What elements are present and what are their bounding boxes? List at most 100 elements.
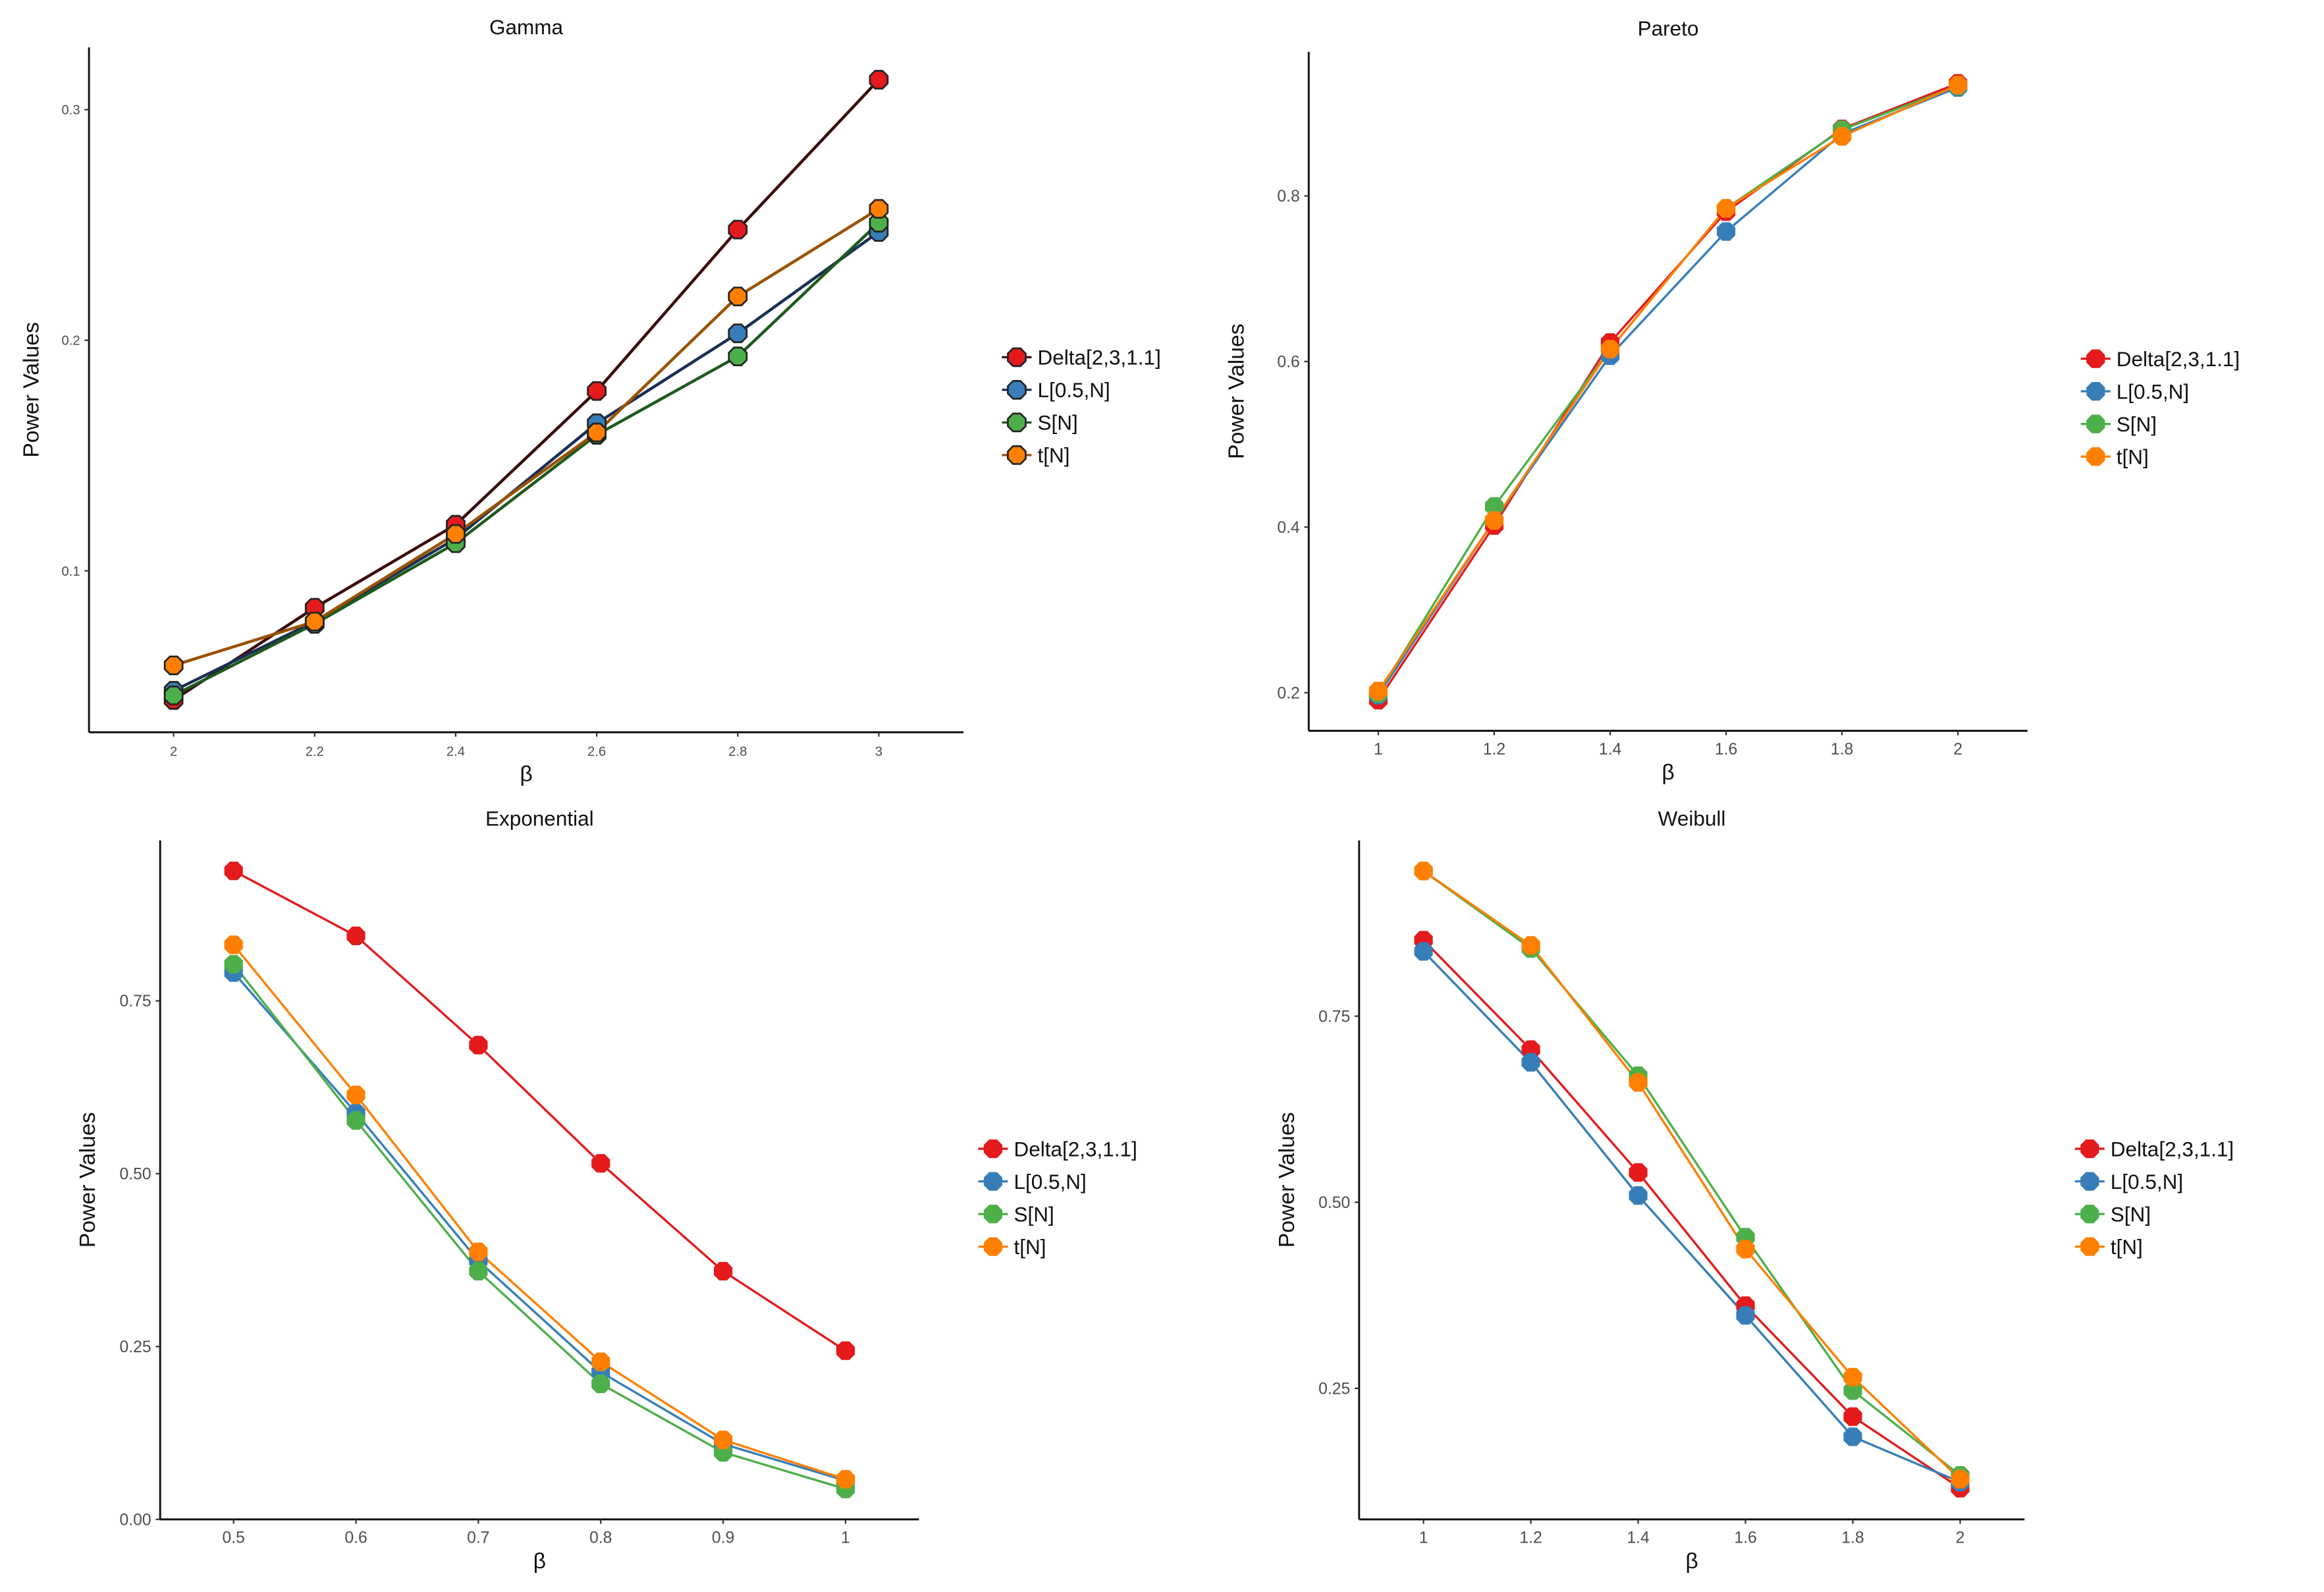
data-point (224, 954, 243, 974)
data-point (591, 1154, 610, 1173)
series-line (232, 869, 846, 1352)
data-point (224, 862, 243, 881)
x-tick-label: 1 (1419, 1529, 1428, 1547)
data-point (869, 213, 889, 233)
y-tick-label: 0.25 (1318, 1380, 1350, 1398)
data-point (728, 346, 748, 366)
series-line (1422, 869, 1961, 1480)
y-tick-label: 0.75 (120, 993, 151, 1010)
series-t[N] (173, 207, 880, 667)
legend-label: S[N] (2111, 1202, 2151, 1226)
data-point (163, 685, 184, 705)
x-tick-label: 1 (841, 1529, 850, 1547)
data-point (1833, 126, 1852, 146)
legend-key-marker (2080, 1172, 2099, 1191)
x-axis-label: β (1662, 760, 1674, 785)
series-S[N] (1377, 84, 1959, 694)
data-point (1414, 862, 1433, 881)
series-line (173, 207, 880, 667)
legend-label: t[N] (2117, 445, 2149, 468)
legend: Delta[2,3,1.1] L[0.5,N] S[N] t[N] (2080, 347, 2240, 468)
legend-label: t[N] (2111, 1235, 2143, 1259)
data-point (346, 1085, 365, 1105)
x-tick-label: 1.6 (1715, 740, 1737, 758)
x-tick-label: 3 (875, 745, 882, 759)
data-point (836, 1341, 855, 1360)
x-tick-label: 1.8 (1841, 1529, 1864, 1547)
legend-key-marker (2080, 1237, 2099, 1256)
x-tick-label: 1.4 (1627, 1529, 1650, 1547)
series-Delta[2,3,1.1] (1422, 939, 1961, 1489)
x-tick-label: 0.5 (222, 1529, 244, 1547)
legend-key-marker (2080, 1205, 2099, 1224)
data-point (587, 381, 607, 401)
data-point (728, 287, 748, 306)
x-tick-label: 1.2 (1519, 1529, 1542, 1547)
y-axis-label: Power Values (1274, 1112, 1299, 1248)
series-line (173, 221, 880, 697)
legend-key-marker (2086, 447, 2105, 466)
series-t[N] (232, 944, 846, 1481)
data-point (1736, 1305, 1755, 1325)
data-point (1843, 1367, 1862, 1386)
y-tick-label: 0.2 (1277, 684, 1299, 702)
legend-label: Delta[2,3,1.1] (2117, 347, 2240, 371)
series-markers-Delta[2,3,1.1] (1368, 74, 1968, 710)
x-tick-label: 2.2 (306, 745, 324, 759)
x-tick-label: 2 (1956, 1529, 1965, 1547)
x-tick-label: 1.4 (1599, 740, 1622, 758)
legend-key-marker (1007, 445, 1027, 465)
series-markers-Delta[2,3,1.1] (163, 70, 889, 710)
series-L[0.5,N] (173, 231, 880, 692)
data-point (469, 1035, 488, 1055)
series-line (173, 78, 880, 701)
series-line (1422, 869, 1961, 1477)
legend: Delta[2,3,1.1] L[0.5,N] S[N] t[N] (978, 1137, 1137, 1259)
legend-key-marker (2086, 414, 2105, 433)
data-point (446, 524, 466, 544)
series-S[N] (1422, 869, 1961, 1477)
panel-gamma: Gamma 2 2.2 2.4 2.6 2.8 3 0.1 0.2 0.3 β Power Value… (19, 15, 1161, 786)
series-Delta[2,3,1.1] (1377, 82, 1959, 701)
legend-key-marker (1007, 412, 1027, 433)
legend-key-marker (1007, 379, 1027, 400)
x-tick-label: 1.6 (1734, 1529, 1756, 1547)
series-line (1422, 939, 1961, 1489)
legend-key-marker (983, 1139, 1003, 1159)
y-tick-label: 0.50 (1318, 1194, 1350, 1212)
data-point (587, 422, 607, 443)
series-markers-t[N] (1414, 862, 1970, 1489)
data-point (728, 323, 748, 343)
series-Delta[2,3,1.1] (173, 78, 880, 701)
legend-label: Delta[2,3,1.1] (2111, 1137, 2234, 1161)
x-tick-label: 0.7 (467, 1529, 489, 1547)
series-line (1422, 950, 1961, 1483)
data-point (163, 655, 184, 676)
legend-key-marker (983, 1237, 1003, 1256)
data-point (728, 219, 748, 240)
legend-label: S[N] (1037, 411, 1077, 435)
x-tick-label: 1.8 (1831, 740, 1853, 758)
series-line (1377, 84, 1959, 692)
x-tick-label: 0.9 (712, 1529, 734, 1547)
panel-pareto: Pareto 1 1.2 1.4 1.6 1.8 2 0.2 0.4 0.6 0.8 β Power V… (1224, 16, 2240, 785)
data-point (346, 926, 365, 945)
legend-label: S[N] (2117, 412, 2157, 436)
series-S[N] (173, 221, 880, 697)
data-point (836, 1469, 855, 1489)
series-markers-t[N] (224, 935, 855, 1489)
y-tick-label: 0.6 (1277, 354, 1299, 371)
chart-title: Pareto (1638, 16, 1699, 40)
series-markers-L[0.5,N] (163, 222, 889, 701)
series-L[0.5,N] (1422, 950, 1961, 1483)
x-axis-label: β (533, 1549, 546, 1574)
legend-key-marker (1007, 347, 1027, 368)
data-point (1629, 1073, 1648, 1092)
legend-key-marker (983, 1205, 1003, 1224)
x-tick-label: 1.2 (1483, 740, 1505, 758)
legend: Delta[2,3,1.1] L[0.5,N] S[N] t[N] (1002, 346, 1161, 467)
x-tick-label: 2.4 (446, 745, 465, 759)
series-line (232, 963, 846, 1491)
legend-key-marker (2080, 1139, 2099, 1159)
